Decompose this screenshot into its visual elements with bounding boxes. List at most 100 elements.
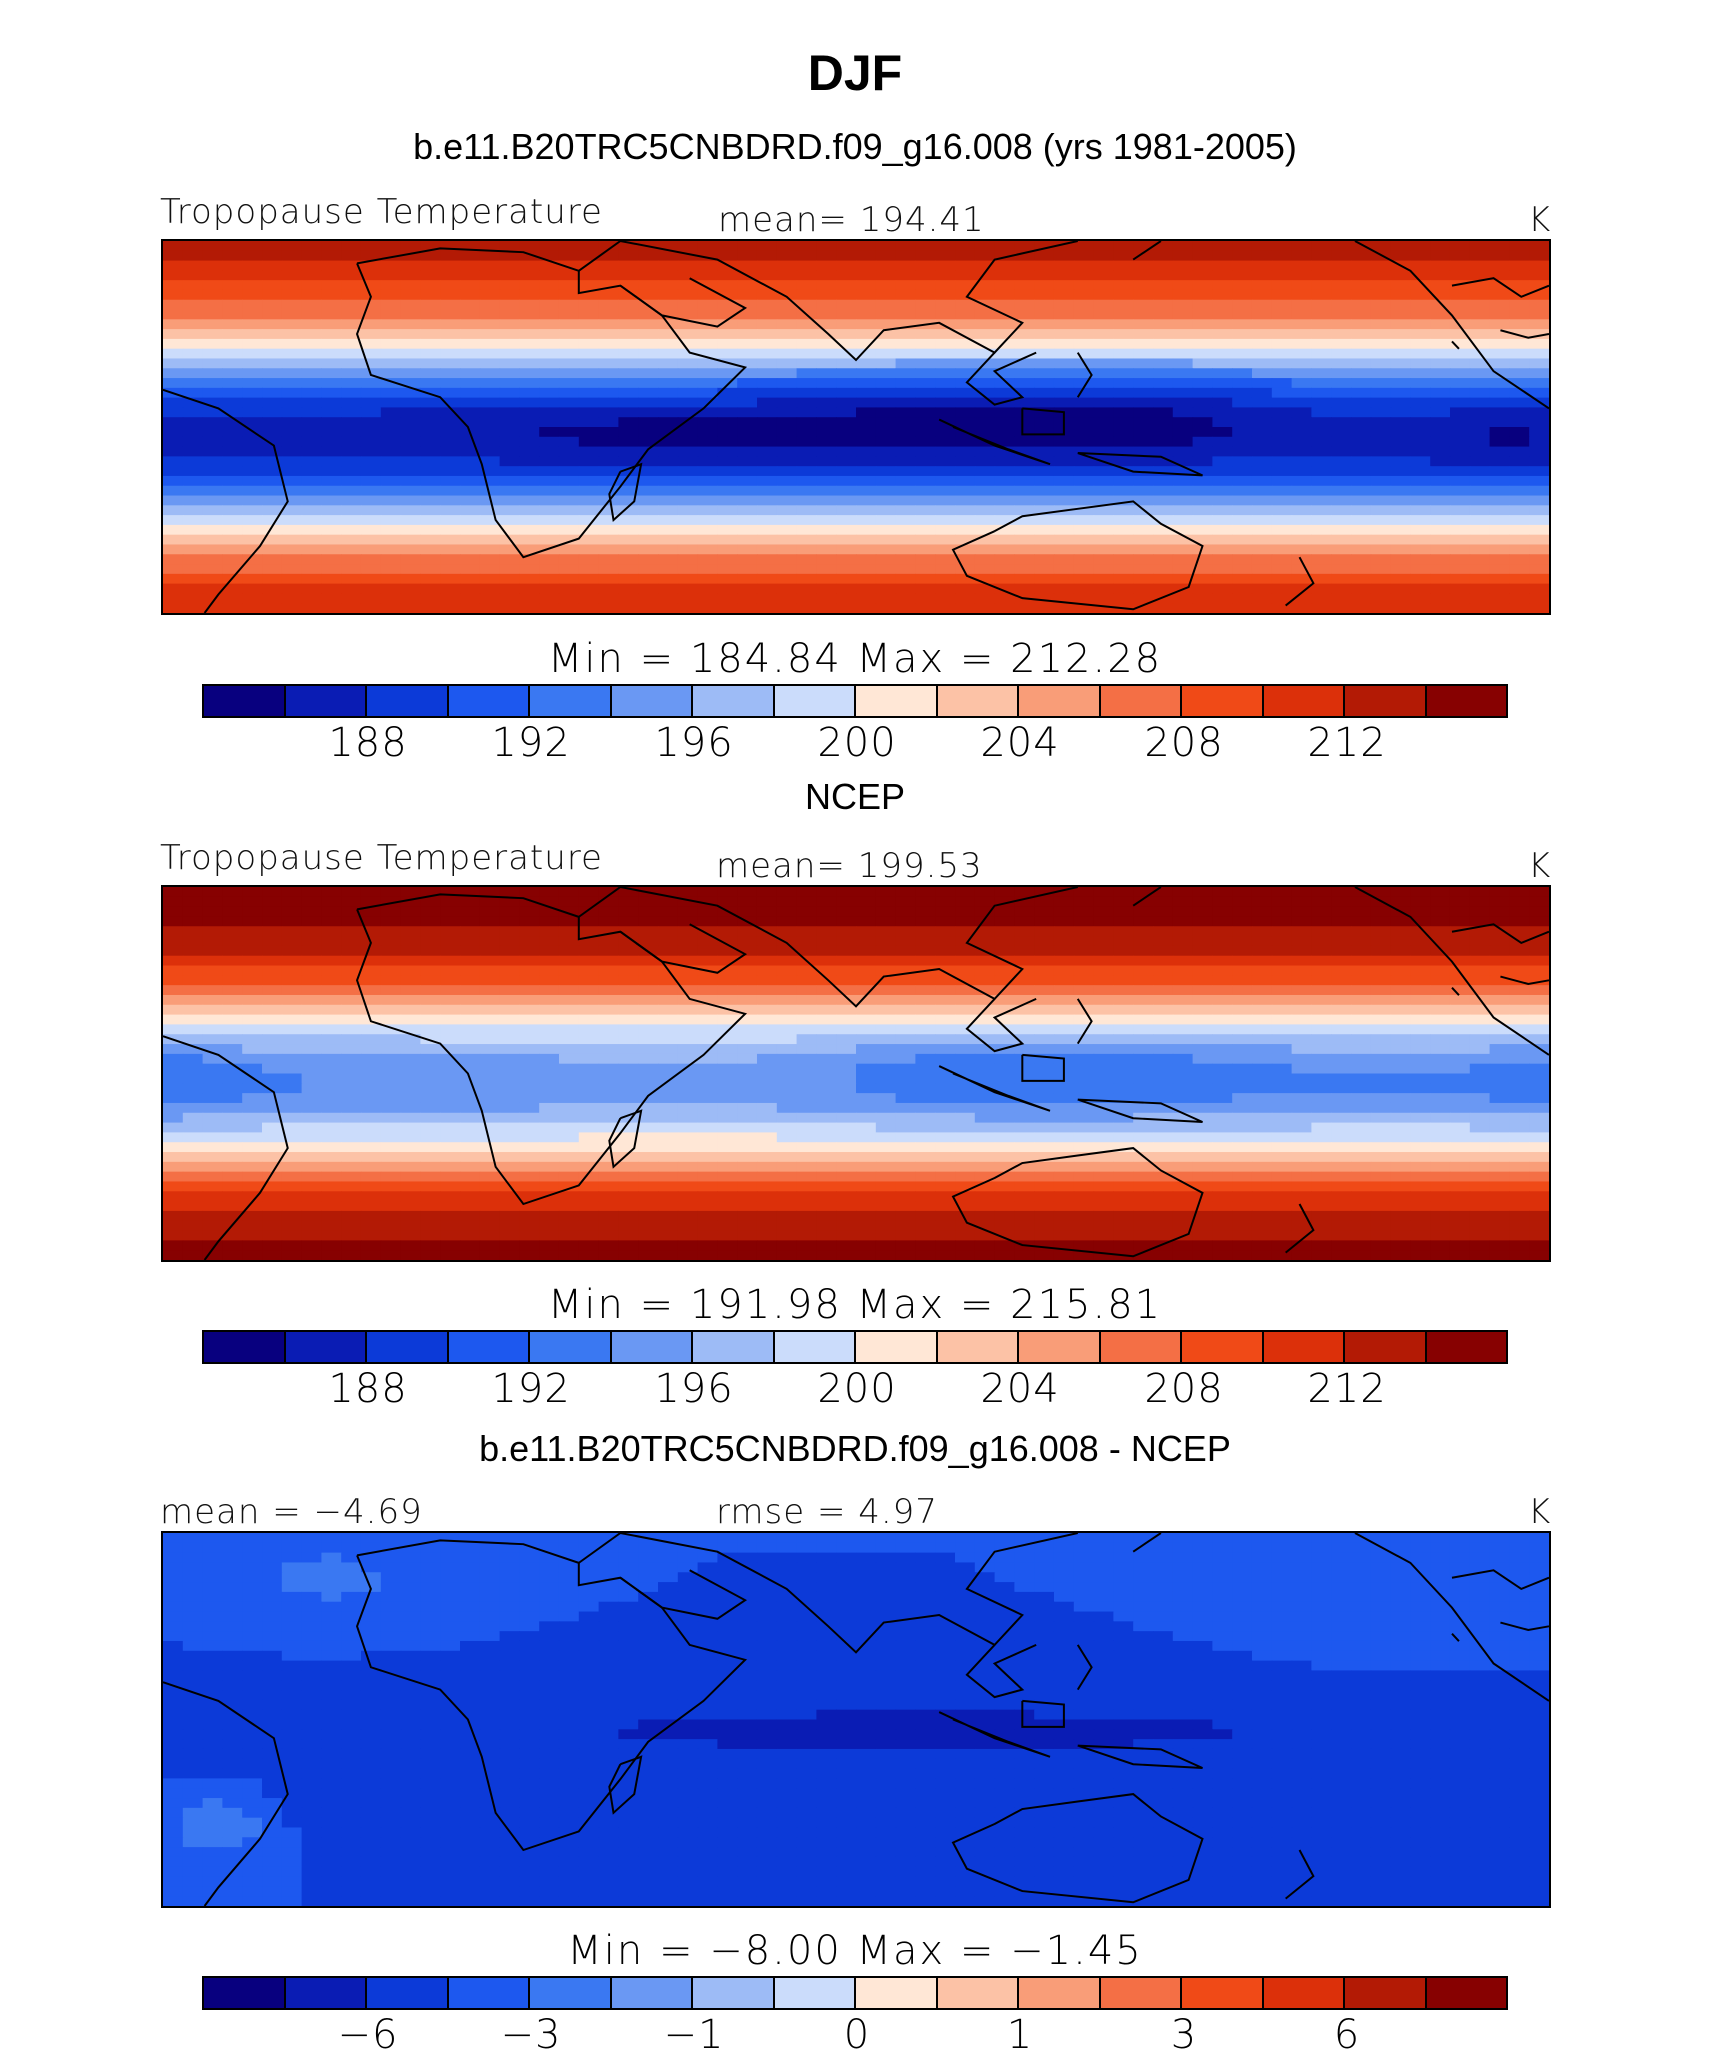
panel-3-tick: 1	[1006, 2012, 1034, 2058]
panel-3-tick: −3	[500, 2012, 562, 2058]
panel-3-colorbar	[202, 1976, 1508, 2010]
coastline	[578, 1533, 1078, 1654]
panel-1-tick: 188	[328, 720, 408, 766]
coastline	[1285, 556, 1315, 607]
coastline	[965, 997, 1037, 1053]
colorbar-swatch	[285, 686, 367, 716]
coastline	[1076, 352, 1093, 398]
panel-1-tick: 196	[654, 720, 734, 766]
colorbar-swatch	[1100, 1978, 1182, 2008]
colorbar-swatch	[1182, 686, 1264, 716]
coastline	[1076, 998, 1093, 1045]
coastline	[965, 1643, 1037, 1699]
colorbar-swatch	[856, 1978, 938, 2008]
panel-1-minmax: Min = 184.84 Max = 212.28	[547, 636, 1163, 682]
colorbar-swatch	[774, 1332, 856, 1362]
colorbar-swatch	[856, 1332, 938, 1362]
coastline	[578, 241, 1078, 362]
colorbar-swatch	[856, 686, 938, 716]
colorbar-swatch	[1345, 686, 1427, 716]
colorbar-swatch	[1263, 1978, 1345, 2008]
coastline	[608, 1109, 643, 1169]
colorbar-swatch	[1426, 1978, 1506, 2008]
coastline	[1285, 1849, 1315, 1900]
colorbar-swatch	[1345, 1332, 1427, 1362]
colorbar-swatch	[1182, 1978, 1264, 2008]
coastline	[1354, 887, 1549, 1056]
panel-2-tick: 212	[1307, 1366, 1387, 1412]
panel-1-title: b.e11.B20TRC5CNBDRD.f09_g16.008 (yrs 198…	[413, 126, 1297, 167]
colorbar-swatch	[204, 1332, 286, 1362]
coastline	[355, 247, 748, 559]
coastline	[1076, 1644, 1093, 1691]
coastline	[951, 1793, 1204, 1904]
colorbar-swatch	[448, 1978, 530, 2008]
colorbar-swatch	[367, 1332, 449, 1362]
coastline	[1451, 1569, 1549, 1591]
colorbar-swatch	[204, 1978, 286, 2008]
coastline	[1354, 241, 1549, 410]
coastline	[578, 887, 1078, 1008]
colorbar-swatch	[1263, 1332, 1345, 1362]
coastline	[965, 351, 1037, 406]
panel-3-tick: 3	[1170, 2012, 1198, 2058]
colorbar-swatch	[774, 1978, 856, 2008]
coastline	[163, 388, 289, 613]
coastline	[1285, 1203, 1315, 1254]
coastline	[938, 1065, 1051, 1112]
colorbar-swatch	[1019, 1332, 1101, 1362]
panel-2-title: NCEP	[804, 776, 906, 817]
figure-title: DJF	[807, 45, 903, 101]
coastline	[163, 1035, 289, 1260]
coastline	[1021, 1699, 1065, 1728]
colorbar-swatch	[1426, 1332, 1506, 1362]
panel-1-tick: 192	[491, 720, 571, 766]
coastline	[1021, 407, 1065, 436]
colorbar-swatch	[367, 1978, 449, 2008]
coastline	[951, 1147, 1204, 1258]
coastline	[1451, 1633, 1460, 1642]
panel-3-tick: 0	[843, 2012, 871, 2058]
panel-2-tick: 192	[491, 1366, 571, 1412]
panel-1-colorbar	[202, 684, 1508, 718]
coastline	[1077, 452, 1203, 477]
coastline	[619, 277, 748, 328]
coastline	[938, 418, 1051, 466]
colorbar-swatch	[285, 1978, 367, 2008]
coastline	[951, 500, 1204, 611]
colorbar-swatch	[693, 686, 775, 716]
coastline	[1451, 987, 1460, 996]
colorbar-swatch	[204, 686, 286, 716]
coastline	[619, 923, 748, 974]
contour-fill	[163, 887, 1549, 1260]
panel-2-variable-label: Tropopause Temperature	[160, 838, 603, 878]
panel-2-tick: 200	[817, 1366, 897, 1412]
colorbar-swatch	[1182, 1332, 1264, 1362]
colorbar-swatch	[1426, 686, 1506, 716]
panel-1-tick: 204	[980, 720, 1060, 766]
coastline	[1500, 1621, 1549, 1631]
panel-2-tick: 208	[1144, 1366, 1224, 1412]
coastline	[1500, 329, 1549, 339]
panel-3-units-label: K	[1528, 1492, 1552, 1532]
panel-2-units-label: K	[1528, 846, 1552, 886]
colorbar-swatch	[611, 1332, 693, 1362]
colorbar-swatch	[1019, 686, 1101, 716]
colorbar-swatch	[285, 1332, 367, 1362]
colorbar-swatch	[1100, 1332, 1182, 1362]
colorbar-swatch	[530, 1978, 612, 2008]
panel-1-units-label: K	[1528, 200, 1552, 240]
panel-1-tick: 200	[817, 720, 897, 766]
colorbar-swatch	[1019, 1978, 1101, 2008]
colorbar-swatch	[1263, 686, 1345, 716]
coastline	[1021, 1053, 1065, 1082]
coastline	[1077, 1744, 1203, 1769]
panel-2-minmax: Min = 191.98 Max = 215.81	[547, 1282, 1163, 1328]
panel-3-map	[161, 1531, 1551, 1908]
panel-1-mean-label: mean= 194.41	[718, 200, 985, 240]
panel-1-variable-label: Tropopause Temperature	[160, 192, 603, 232]
colorbar-swatch	[611, 1978, 693, 2008]
colorbar-swatch	[448, 1332, 530, 1362]
colorbar-swatch	[611, 686, 693, 716]
panel-2-tick: 196	[654, 1366, 734, 1412]
